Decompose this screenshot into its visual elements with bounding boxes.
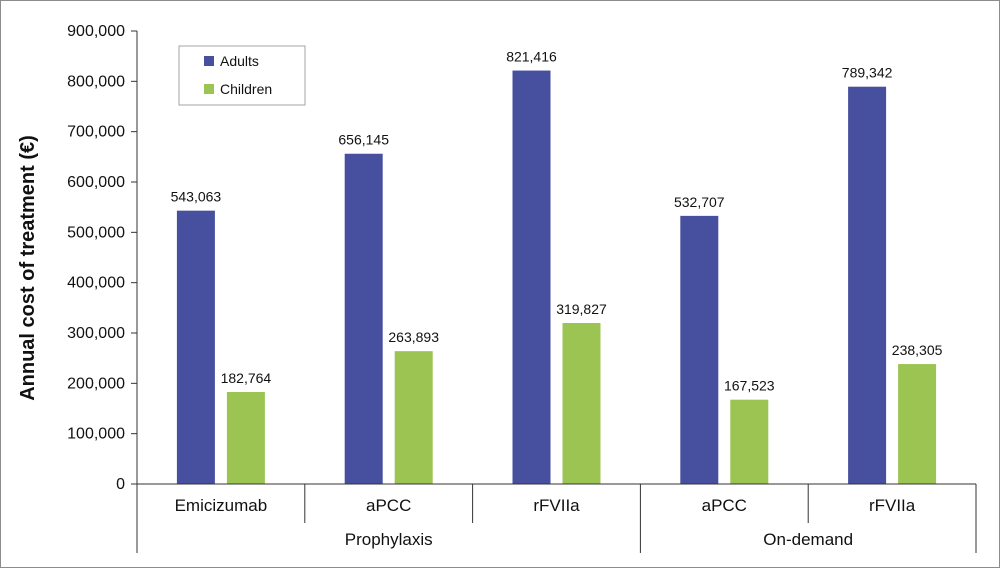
legend-box	[178, 45, 306, 106]
legend-swatch-adults	[204, 56, 214, 66]
y-tick-label: 200,000	[67, 375, 125, 392]
data-label: 167,523	[724, 378, 775, 394]
bar-adults	[848, 86, 887, 484]
data-label: 543,063	[171, 189, 222, 205]
y-axis-title: Annual cost of treatment (€)	[17, 135, 39, 401]
y-tick-label: 100,000	[67, 426, 125, 443]
data-label: 238,305	[892, 342, 943, 358]
x-axis: Emicizumab aPCC rFVIIa aPCC rFVIIa Prophylaxi…	[136, 483, 977, 553]
x-group-label: On-demand	[763, 530, 853, 549]
x-group-label: Prophylaxis	[345, 530, 433, 549]
data-label: 182,764	[221, 370, 272, 386]
y-tick-label: 900,000	[67, 23, 125, 40]
bar-adults	[680, 215, 719, 485]
bar-children	[394, 351, 433, 484]
y-tick-label: 600,000	[67, 174, 125, 191]
x-category-label: aPCC	[702, 496, 747, 515]
y-tick-label: 700,000	[67, 124, 125, 141]
y-tick-label: 0	[116, 476, 125, 493]
y-tick-label: 300,000	[67, 325, 125, 342]
bar-adults	[512, 70, 551, 484]
legend-label-adults: Adults	[220, 53, 259, 69]
data-label: 263,893	[388, 329, 439, 345]
y-tick-label: 400,000	[67, 275, 125, 292]
x-category-label: rFVIIa	[533, 496, 580, 515]
bar-adults	[344, 153, 383, 484]
y-tick-label: 500,000	[67, 224, 125, 241]
data-label: 656,145	[338, 132, 389, 148]
bar-adults	[176, 210, 215, 484]
y-axis: 0 100,000 200,000 300,000 400,000 500,000 600,…	[67, 23, 138, 493]
legend-label-children: Children	[220, 81, 272, 97]
legend-swatch-children	[204, 84, 214, 94]
y-tick-label: 800,000	[67, 73, 125, 90]
data-label: 789,342	[842, 65, 893, 81]
x-category-label: aPCC	[366, 496, 411, 515]
bar-children	[226, 392, 265, 484]
bar-children	[898, 364, 937, 484]
bars: 543,063 656,145 821,416 532,707 789,342 182,7…	[171, 49, 943, 485]
x-category-label: Emicizumab	[175, 496, 268, 515]
legend: Adults Children	[178, 45, 306, 106]
data-label: 532,707	[674, 194, 725, 210]
data-label: 319,827	[556, 301, 607, 317]
bar-children	[562, 323, 601, 484]
bar-children	[730, 399, 769, 484]
x-category-label: rFVIIa	[869, 496, 916, 515]
data-label: 821,416	[506, 49, 557, 65]
